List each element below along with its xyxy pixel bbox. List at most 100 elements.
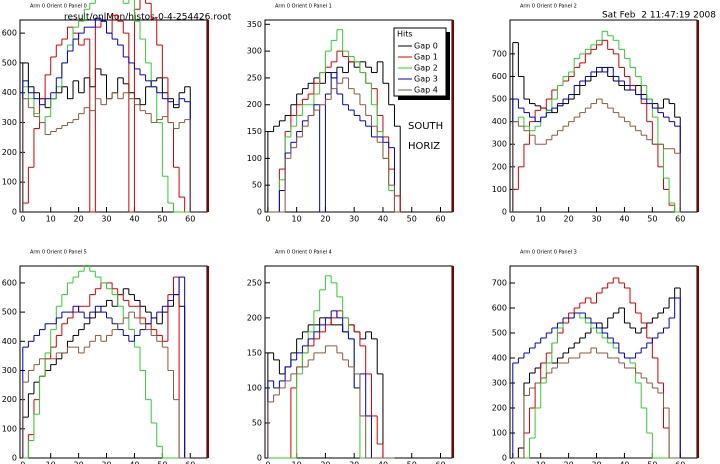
- y-tick-label: 100: [247, 383, 262, 392]
- y-tick-label: 400: [492, 117, 507, 126]
- legend-label: Gap 1: [414, 53, 438, 62]
- y-tick-label: 0: [502, 208, 507, 217]
- x-tick-label: 50: [157, 461, 167, 464]
- x-tick-label: 20: [320, 215, 330, 224]
- y-tick-label: 200: [247, 313, 262, 322]
- x-tick-label: 0: [20, 461, 25, 464]
- y-tick-label: 200: [492, 404, 507, 413]
- y-tick-label: 300: [2, 366, 17, 375]
- legend-label: Gap 0: [414, 42, 438, 51]
- y-tick-label: 50: [252, 181, 262, 190]
- x-tick-label: 50: [407, 461, 417, 464]
- x-tick-label: 60: [435, 461, 445, 464]
- x-tick-label: 20: [320, 461, 330, 464]
- x-tick-label: 50: [157, 215, 167, 224]
- x-tick-label: 20: [564, 215, 574, 224]
- y-tick-label: 600: [2, 278, 17, 287]
- y-tick-label: 150: [247, 127, 262, 136]
- y-tick-label: 0: [12, 454, 17, 463]
- x-tick-label: 0: [265, 215, 270, 224]
- y-tick-label: 300: [492, 379, 507, 388]
- x-tick-label: 40: [378, 215, 388, 224]
- x-tick-label: 50: [647, 215, 657, 224]
- annotation: HORIZ: [408, 141, 440, 152]
- y-tick-label: 100: [2, 424, 17, 433]
- x-tick-label: 20: [74, 461, 84, 464]
- x-tick-label: 30: [349, 461, 359, 464]
- panel-title: Arm 0 Orient 0 Panel 4: [275, 250, 332, 256]
- legend-label: Gap 4: [414, 86, 438, 95]
- x-tick-label: 10: [46, 215, 56, 224]
- x-tick-label: 10: [292, 461, 302, 464]
- x-tick-label: 40: [129, 461, 139, 464]
- x-tick-label: 20: [74, 215, 84, 224]
- y-tick-label: 200: [2, 148, 17, 157]
- x-tick-label: 60: [675, 461, 685, 464]
- y-tick-label: 200: [247, 100, 262, 109]
- y-tick-label: 300: [2, 118, 17, 127]
- panel-title: Arm 0 Orient 0 Panel 2: [520, 4, 577, 10]
- y-tick-label: 500: [2, 58, 17, 67]
- y-tick-label: 150: [247, 348, 262, 357]
- y-tick-label: 350: [247, 20, 262, 29]
- y-tick-label: 700: [492, 49, 507, 58]
- y-tick-label: 600: [492, 304, 507, 313]
- legend-label: Gap 3: [414, 75, 438, 84]
- annotation: SOUTH: [408, 121, 443, 132]
- x-tick-label: 40: [129, 215, 139, 224]
- legend-box: [393, 27, 447, 97]
- histogram-riser: [267, 345, 367, 458]
- y-tick-label: 600: [2, 29, 17, 38]
- y-tick-label: 200: [2, 395, 17, 404]
- histogram-riser: [22, 92, 191, 212]
- panel-title: Arm 0 Orient 0 Panel 0: [30, 4, 87, 10]
- x-tick-label: 40: [619, 461, 629, 464]
- x-tick-label: 30: [101, 215, 111, 224]
- x-tick-label: 30: [101, 461, 111, 464]
- x-tick-label: 50: [647, 461, 657, 464]
- x-tick-label: 0: [20, 215, 25, 224]
- y-tick-label: 700: [492, 279, 507, 288]
- x-tick-label: 10: [46, 461, 56, 464]
- histogram-riser: [284, 77, 395, 212]
- x-tick-label: 0: [510, 461, 515, 464]
- x-tick-label: 0: [510, 215, 515, 224]
- y-tick-label: 100: [2, 178, 17, 187]
- timestamp: Sat Feb 2 11:47:19 2008: [602, 11, 716, 21]
- y-tick-label: 100: [247, 154, 262, 163]
- panel-title: Arm 0 Orient 0 Panel 3: [520, 250, 577, 256]
- y-tick-label: 500: [492, 95, 507, 104]
- y-tick-label: 250: [247, 73, 262, 82]
- panel-title: Arm 0 Orient 0 Panel 1: [275, 4, 332, 10]
- x-tick-label: 40: [619, 215, 629, 224]
- x-tick-label: 40: [378, 461, 388, 464]
- y-tick-label: 600: [492, 72, 507, 81]
- x-tick-label: 50: [407, 215, 417, 224]
- y-tick-label: 200: [492, 162, 507, 171]
- x-tick-label: 10: [292, 215, 302, 224]
- y-tick-label: 0: [12, 208, 17, 217]
- y-tick-label: 400: [492, 354, 507, 363]
- x-tick-label: 10: [536, 461, 546, 464]
- x-tick-label: 60: [185, 215, 195, 224]
- x-tick-label: 30: [591, 461, 601, 464]
- legend-label: Gap 2: [414, 64, 438, 73]
- y-tick-label: 400: [2, 88, 17, 97]
- y-tick-label: 300: [492, 140, 507, 149]
- x-tick-label: 30: [591, 215, 601, 224]
- y-tick-label: 400: [2, 337, 17, 346]
- x-tick-label: 20: [564, 461, 574, 464]
- x-tick-label: 60: [435, 215, 445, 224]
- y-tick-label: 50: [252, 418, 262, 427]
- y-tick-label: 500: [2, 308, 17, 317]
- y-tick-label: 0: [502, 454, 507, 463]
- x-tick-label: 30: [349, 215, 359, 224]
- file-name: result/onlMon/histos-0-4-254426.root: [64, 13, 232, 23]
- panel-title: Arm 0 Orient 0 Panel 5: [30, 250, 87, 256]
- y-tick-label: 100: [492, 429, 507, 438]
- x-tick-label: 60: [185, 461, 195, 464]
- y-tick-label: 300: [247, 47, 262, 56]
- x-tick-label: 0: [265, 461, 270, 464]
